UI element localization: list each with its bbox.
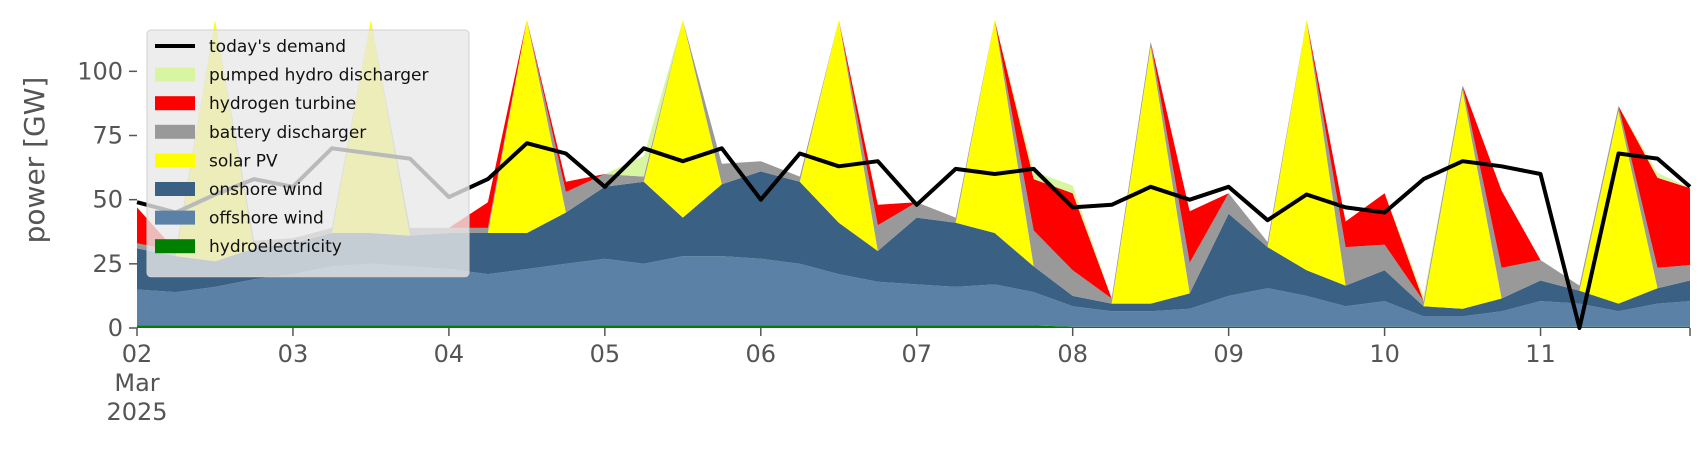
legend-label-hydroelectricity: hydroelectricity bbox=[209, 237, 342, 257]
y-tick-label: 75 bbox=[92, 122, 123, 150]
x-tick-label: 03 bbox=[278, 340, 309, 368]
legend-label-pumped-hydro-discharger: pumped hydro discharger bbox=[209, 66, 428, 86]
x-tick-label: 08 bbox=[1057, 340, 1088, 368]
x-tick-label: 10 bbox=[1369, 340, 1400, 368]
x-tick-label: 11 bbox=[1525, 340, 1556, 368]
area-onshore-wind bbox=[137, 171, 1690, 317]
legend-label-battery-discharger: battery discharger bbox=[209, 123, 366, 143]
y-tick-label: 50 bbox=[92, 186, 123, 214]
legend-label-solar-pv: solar PV bbox=[209, 151, 278, 171]
area-hydroelectricity bbox=[137, 325, 1690, 328]
legend-label-today-s-demand: today's demand bbox=[209, 37, 346, 57]
legend-swatch-hydroelectricity bbox=[155, 239, 195, 254]
x-tick-label: 07 bbox=[901, 340, 932, 368]
legend: today's demand pumped hydro discharger hyd… bbox=[146, 29, 470, 278]
area-offshore-wind bbox=[137, 256, 1690, 327]
legend-swatch-pumped-hydro-discharger bbox=[155, 67, 195, 82]
legend-label-offshore-wind: offshore wind bbox=[209, 209, 324, 229]
legend-swatch-battery-discharger bbox=[155, 124, 195, 139]
plot-area bbox=[136, 20, 1692, 330]
y-tick-label: 100 bbox=[77, 57, 123, 85]
area-battery-discharger bbox=[137, 20, 1690, 307]
legend-swatch-onshore-wind bbox=[155, 182, 195, 196]
x-tick-label: 04 bbox=[434, 340, 465, 368]
stacked-areas bbox=[137, 20, 1690, 328]
y-tick-label: 25 bbox=[92, 250, 123, 278]
legend-label-hydrogen-turbine: hydrogen turbine bbox=[209, 94, 356, 114]
x-tick-month: Mar bbox=[114, 369, 159, 397]
legend-box bbox=[146, 29, 470, 278]
legend-swatch-offshore-wind bbox=[155, 210, 195, 225]
x-tick-label: 06 bbox=[746, 340, 777, 368]
x-tick-label: 02 bbox=[122, 340, 153, 368]
y-axis-label: power [GW] bbox=[18, 77, 51, 244]
legend-swatch-solar-pv bbox=[155, 153, 195, 168]
x-tick-label: 05 bbox=[590, 340, 621, 368]
y-ticks: 0 25 50 75 100 bbox=[77, 57, 137, 342]
legend-swatch-hydrogen-turbine bbox=[155, 96, 195, 111]
x-tick-year: 2025 bbox=[106, 398, 167, 426]
y-tick-label: 0 bbox=[108, 314, 123, 342]
area-solar-pv bbox=[137, 20, 1690, 309]
legend-label-onshore-wind: onshore wind bbox=[209, 180, 323, 200]
x-tick-label: 09 bbox=[1213, 340, 1244, 368]
